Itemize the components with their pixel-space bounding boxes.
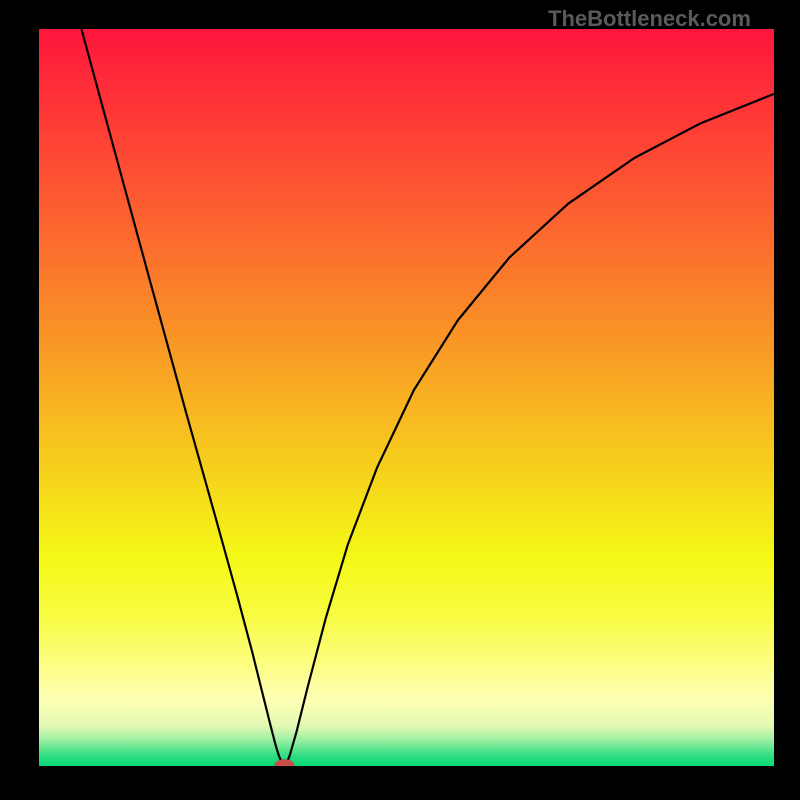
- chart-svg: [39, 29, 774, 766]
- chart-area: [39, 29, 774, 766]
- gradient-background: [39, 29, 774, 766]
